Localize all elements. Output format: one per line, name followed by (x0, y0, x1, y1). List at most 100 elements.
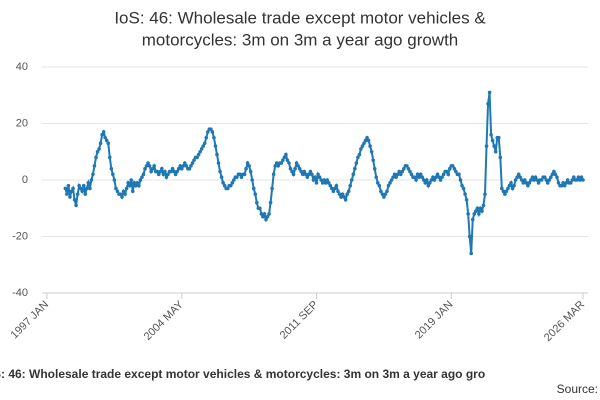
point (400, 169, 405, 174)
point (447, 166, 452, 171)
point (282, 155, 287, 160)
point (555, 175, 559, 179)
point (512, 183, 516, 188)
x-tick-label: 2004 MAY (142, 298, 187, 343)
point (334, 183, 339, 188)
point (147, 164, 152, 168)
point (89, 178, 94, 182)
point (417, 175, 421, 179)
point (472, 212, 477, 216)
point (440, 175, 444, 179)
point (406, 166, 411, 171)
point (363, 138, 368, 143)
point (371, 158, 375, 163)
point (130, 189, 135, 194)
point (359, 147, 363, 151)
point (187, 166, 192, 171)
point (323, 181, 328, 185)
point (230, 181, 235, 185)
point (322, 178, 326, 182)
point (524, 181, 529, 185)
point (114, 186, 118, 191)
point (299, 169, 304, 174)
point (112, 178, 117, 182)
point (431, 175, 435, 179)
point (271, 172, 276, 177)
point (536, 181, 541, 185)
point (218, 169, 222, 174)
point (190, 161, 195, 165)
point (402, 166, 406, 171)
point (415, 172, 420, 177)
point (294, 161, 299, 165)
point (553, 172, 558, 177)
point (556, 181, 561, 185)
point (392, 172, 397, 177)
point (498, 155, 503, 160)
point (346, 189, 351, 194)
point (127, 183, 132, 188)
point (225, 186, 230, 191)
point (389, 178, 394, 182)
point (374, 175, 379, 179)
point (549, 175, 553, 179)
point (474, 209, 478, 213)
y-tick-label: 40 (16, 61, 28, 73)
point (519, 178, 524, 182)
point (478, 206, 483, 211)
point (201, 144, 206, 148)
point (63, 186, 68, 191)
point (83, 192, 88, 196)
point (285, 158, 290, 163)
point (141, 172, 146, 177)
point (239, 175, 244, 179)
point (398, 172, 403, 177)
point (255, 200, 259, 205)
point (576, 175, 581, 179)
point (134, 183, 138, 188)
point (412, 175, 417, 179)
point (104, 138, 109, 143)
point (565, 178, 570, 182)
y-tick-label: -20 (12, 230, 28, 242)
footer-title: S: 46: Wholesale trade except motor vehi… (0, 367, 485, 381)
point (420, 175, 425, 179)
point (150, 166, 155, 171)
point (484, 144, 489, 148)
point (487, 90, 492, 95)
point (423, 181, 428, 185)
point (489, 133, 493, 137)
point (434, 175, 438, 179)
point (356, 155, 360, 160)
point (388, 181, 392, 185)
point (155, 169, 160, 174)
point (365, 135, 369, 140)
point (510, 186, 515, 191)
point (123, 192, 127, 196)
point (426, 183, 431, 188)
x-tick-label: 1997 JAN (9, 299, 52, 342)
point (345, 192, 349, 196)
point (78, 186, 83, 191)
point (493, 149, 498, 154)
point (480, 209, 484, 213)
point (281, 158, 285, 163)
point (490, 138, 495, 143)
point (308, 169, 313, 174)
point (169, 169, 173, 174)
point (343, 197, 348, 202)
point (369, 149, 374, 154)
point (199, 147, 204, 151)
point (477, 212, 481, 216)
point (297, 166, 302, 171)
point (232, 178, 236, 182)
point (513, 178, 518, 182)
point (458, 178, 463, 182)
point (467, 234, 472, 239)
point (77, 183, 81, 188)
point (290, 169, 294, 174)
point (284, 152, 288, 157)
point (293, 166, 297, 171)
point (509, 181, 513, 185)
point (126, 181, 130, 185)
